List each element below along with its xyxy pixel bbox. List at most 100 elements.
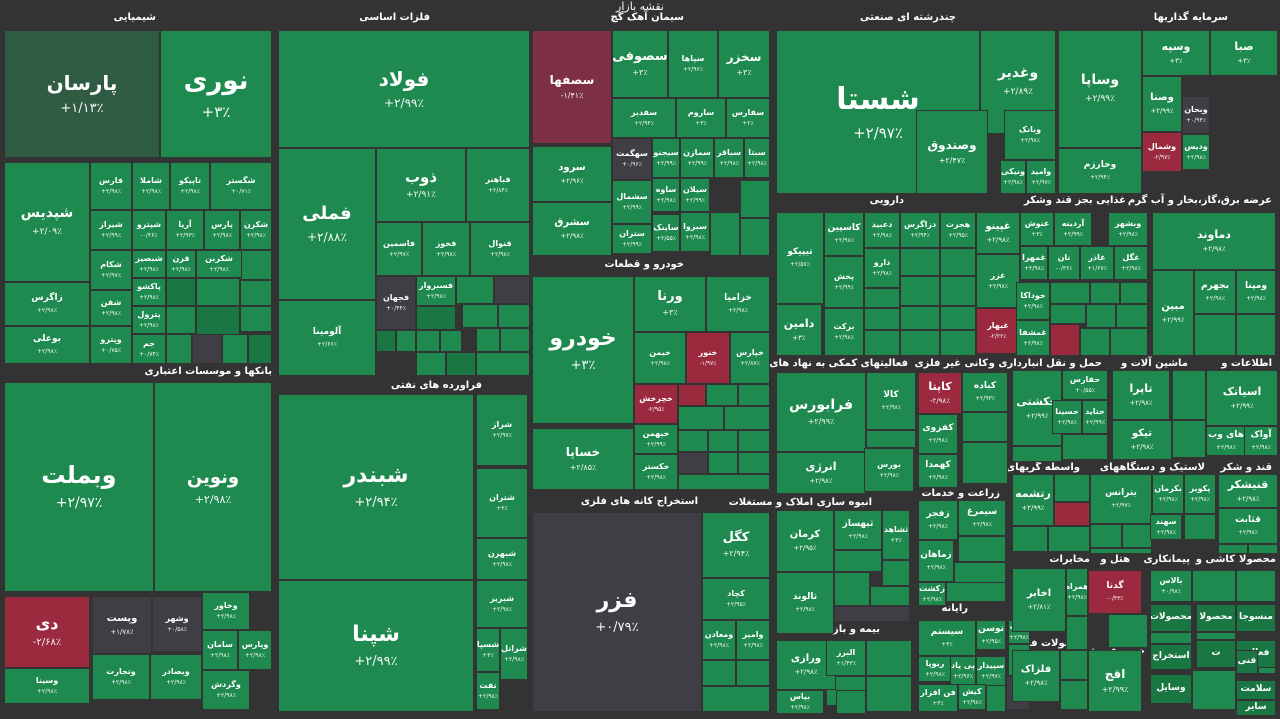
symbol-tile[interactable]: سپیدار +۲/۹۷٪ (976, 656, 1006, 686)
symbol-tile[interactable]: قرن +۲/۹۸٪ (166, 250, 196, 278)
filler-tile[interactable] (940, 306, 976, 330)
filler-tile[interactable] (954, 562, 1006, 584)
symbol-tile[interactable]: شرانل +۲/۹۸٪ (500, 628, 528, 680)
symbol-tile[interactable]: غمشفا +۲/۹۸٪ (1016, 320, 1050, 356)
symbol-tile[interactable]: شکربن +۲/۹۸٪ (196, 250, 242, 278)
filler-tile[interactable] (1060, 680, 1088, 710)
symbol-tile[interactable]: خساپا +۲/۸۵٪ (532, 428, 634, 490)
filler-tile[interactable] (866, 640, 912, 676)
symbol-tile[interactable]: فن افزار +۳٪ (918, 684, 958, 712)
filler-tile[interactable] (1012, 526, 1048, 552)
symbol-tile[interactable]: بکرمان +۲/۹۸٪ (1152, 474, 1184, 514)
symbol-tile[interactable]: سخزر +۳٪ (718, 30, 770, 98)
filler-tile[interactable] (462, 304, 498, 328)
filler-tile[interactable] (740, 180, 770, 218)
symbol-tile[interactable]: نفت +۲/۹۸٪ (476, 672, 500, 710)
symbol-tile[interactable]: سهگمت +۰/۹۶٪ (612, 138, 652, 180)
symbol-tile[interactable]: آردینه +۲/۹۹٪ (1054, 212, 1092, 246)
filler-tile[interactable] (494, 276, 530, 304)
symbol-tile[interactable]: دزاگرس +۲/۹۴٪ (900, 212, 940, 248)
symbol-tile[interactable]: فنی (1236, 650, 1258, 674)
filler-tile[interactable] (376, 330, 396, 352)
symbol-tile[interactable]: وبانک +۲/۹۸٪ (1004, 110, 1056, 160)
filler-tile[interactable] (738, 452, 770, 474)
filler-tile[interactable] (866, 430, 916, 448)
filler-tile[interactable] (1062, 434, 1108, 460)
filler-tile[interactable] (870, 586, 910, 606)
filler-tile[interactable] (222, 334, 248, 364)
filler-tile[interactable] (1060, 650, 1088, 680)
filler-tile[interactable] (500, 328, 530, 352)
filler-tile[interactable] (834, 606, 910, 622)
symbol-tile[interactable]: نان -۰/۳۶٪ (1048, 246, 1080, 280)
filler-tile[interactable] (1236, 570, 1276, 602)
symbol-tile[interactable]: کهمدا +۲/۹۸٪ (918, 454, 958, 488)
filler-tile[interactable] (900, 248, 940, 276)
filler-tile[interactable] (440, 330, 462, 352)
filler-tile[interactable] (738, 384, 770, 406)
filler-tile[interactable] (724, 406, 770, 430)
symbol-tile[interactable]: حتاید +۲/۹۹٪ (1082, 400, 1108, 434)
symbol-tile[interactable]: رتشمه +۲/۹۹٪ (1012, 474, 1054, 526)
filler-tile[interactable] (900, 330, 940, 356)
filler-tile[interactable] (1086, 304, 1116, 328)
filler-tile[interactable] (962, 442, 1008, 484)
symbol-tile[interactable]: فسبزوار +۲/۹۸٪ (416, 276, 456, 306)
symbol-tile[interactable]: وبحان +۰/۹۴٪ (1182, 96, 1210, 134)
symbol-tile[interactable]: شپدیس +۲/۰۹٪ (4, 162, 90, 282)
symbol-tile[interactable]: برکت +۲/۹۸٪ (824, 308, 864, 356)
filler-tile[interactable] (240, 306, 272, 332)
symbol-tile[interactable]: جم +۰/۷۴٪ (132, 334, 166, 364)
symbol-tile[interactable]: غنوش +۳٪ (1020, 212, 1054, 246)
symbol-tile[interactable]: فباهنر +۲/۸۴٪ (466, 148, 530, 222)
symbol-tile[interactable]: غپینو +۲/۹۸٪ (976, 212, 1020, 254)
symbol-tile[interactable]: وپترو +۰/۷۵٪ (90, 326, 132, 364)
filler-tile[interactable] (456, 276, 494, 304)
symbol-tile[interactable]: ورازی +۲/۹۸٪ (776, 640, 836, 690)
symbol-tile[interactable]: همراه +۲/۹۸٪ (1066, 568, 1088, 616)
symbol-tile[interactable]: دامین +۳٪ (776, 304, 822, 356)
filler-tile[interactable] (940, 330, 976, 356)
symbol-tile[interactable]: دعبید +۲/۹۸٪ (864, 212, 900, 248)
symbol-tile[interactable]: ت (1196, 640, 1236, 668)
filler-tile[interactable] (416, 306, 456, 330)
symbol-tile[interactable]: وسپه +۳٪ (1142, 30, 1210, 76)
symbol-tile[interactable]: سیلان +۲/۹۹٪ (680, 178, 710, 212)
symbol-tile[interactable]: پاکشو +۲/۹۸٪ (132, 278, 166, 306)
symbol-tile[interactable]: وبملت +۲/۹۷٪ (4, 382, 154, 592)
filler-tile[interactable] (678, 474, 770, 490)
filler-tile[interactable] (1172, 370, 1206, 420)
symbol-tile[interactable]: اسیاتک +۲/۹۹٪ (1206, 370, 1278, 426)
symbol-tile[interactable]: ومعادن +۲/۹۸٪ (702, 620, 736, 660)
filler-tile[interactable] (940, 248, 976, 276)
filler-tile[interactable] (1192, 570, 1236, 602)
symbol-tile[interactable]: زماهان +۲/۹۸٪ (918, 540, 954, 582)
symbol-tile[interactable]: وگردش +۲/۹۸٪ (202, 670, 250, 710)
symbol-tile[interactable]: وشمال -۲/۹۷٪ (1142, 132, 1182, 172)
symbol-tile[interactable]: شکام +۲/۹۷٪ (90, 250, 132, 290)
filler-tile[interactable] (1236, 314, 1276, 356)
symbol-tile[interactable]: پارس +۲/۹۸٪ (204, 210, 240, 250)
symbol-tile[interactable]: پترول +۲/۹۸٪ (132, 306, 166, 334)
filler-tile[interactable] (710, 212, 740, 256)
symbol-tile[interactable]: ثبهساز +۲/۹۸٪ (834, 510, 882, 550)
symbol-tile[interactable]: سلامت (1236, 680, 1276, 700)
symbol-tile[interactable]: تیکو +۲/۹۸٪ (1112, 420, 1172, 460)
symbol-tile[interactable]: کفزوی +۲/۹۸٪ (918, 414, 958, 454)
symbol-tile[interactable]: ساوه +۲/۹۸٪ (652, 178, 680, 212)
symbol-tile[interactable]: محصولات (1150, 604, 1192, 632)
symbol-tile[interactable]: سصوفی +۳٪ (612, 30, 668, 98)
symbol-tile[interactable]: آلومینا +۲/۶۶٪ (278, 300, 376, 376)
symbol-tile[interactable]: وخاور +۲/۹۸٪ (202, 592, 250, 630)
symbol-tile[interactable]: غزر +۲/۹۸٪ (976, 254, 1020, 308)
symbol-tile[interactable]: سبتا +۲/۹۸٪ (744, 138, 770, 178)
symbol-tile[interactable]: فملی +۲/۸۸٪ (278, 148, 376, 300)
symbol-tile[interactable]: ودیس +۲/۹۸٪ (1182, 134, 1210, 170)
symbol-tile[interactable]: گدنا -۰/۴۳٪ (1088, 570, 1142, 614)
symbol-tile[interactable]: وسایل (1150, 674, 1192, 704)
symbol-tile[interactable]: منسوجا (1236, 604, 1276, 632)
filler-tile[interactable] (166, 306, 196, 334)
filler-tile[interactable] (1066, 616, 1088, 650)
symbol-tile[interactable]: پخش +۲/۹۹٪ (824, 256, 864, 308)
filler-tile[interactable] (864, 330, 900, 356)
